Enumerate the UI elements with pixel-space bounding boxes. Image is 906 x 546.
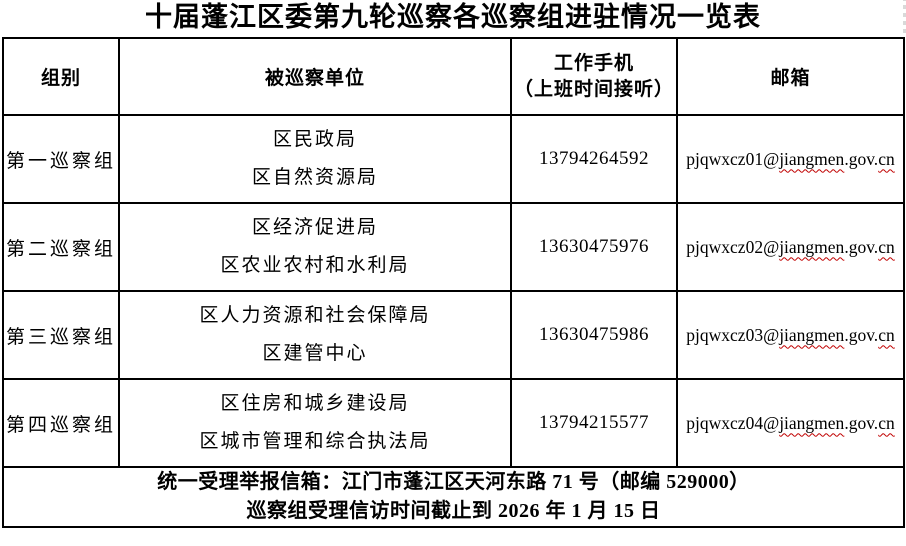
email-tld: cn xyxy=(878,412,895,433)
unit-name: 区住房和城乡建设局 xyxy=(220,393,410,414)
unit-gap xyxy=(121,414,509,432)
email-prefix: pjqwxcz04@ xyxy=(686,412,780,433)
group-name: 第一巡察组 xyxy=(2,114,120,204)
inspected-units: 区民政局 区自然资源局 xyxy=(118,114,512,204)
unit-name: 区经济促进局 xyxy=(251,217,378,238)
inspection-groups-table: 组别 被巡察单位 工作手机 （上班时间接听） 邮箱 第一巡察组 区民政局 区自然… xyxy=(2,37,905,528)
table-footer-row: 统一受理举报信箱：江门市蓬江区天河东路 71 号（邮编 529000） 巡察组受… xyxy=(2,466,905,528)
email-address: pjqwxcz03@jiangmen.gov.cn xyxy=(676,290,905,380)
col-header-group: 组别 xyxy=(2,37,120,116)
unit-name: 区农业农村和水利局 xyxy=(220,255,410,276)
unit-name: 区自然资源局 xyxy=(251,167,378,188)
email-address: pjqwxcz04@jiangmen.gov.cn xyxy=(676,378,905,468)
email-mid: .gov. xyxy=(844,324,879,345)
inspected-units: 区经济促进局 区农业农村和水利局 xyxy=(118,202,512,292)
table-row-group4: 第四巡察组 区住房和城乡建设局 区城市管理和综合执法局 13794215577 … xyxy=(2,378,905,468)
email-mid: .gov. xyxy=(844,412,879,433)
email-tld: cn xyxy=(878,324,895,345)
inspected-units: 区住房和城乡建设局 区城市管理和综合执法局 xyxy=(118,378,512,468)
footer-notice: 统一受理举报信箱：江门市蓬江区天河东路 71 号（邮编 529000） 巡察组受… xyxy=(2,466,905,528)
page-title: 十届蓬江区委第九轮巡察各巡察组进驻情况一览表 xyxy=(145,2,761,32)
email-domain: jiangmen xyxy=(779,236,845,257)
group-name: 第四巡察组 xyxy=(2,378,120,468)
unit-gap xyxy=(121,150,509,168)
email-prefix: pjqwxcz01@ xyxy=(686,148,780,169)
unit-name: 区人力资源和社会保障局 xyxy=(199,305,431,326)
table-row-group1: 第一巡察组 区民政局 区自然资源局 13794264592 pjqwxcz01@… xyxy=(2,114,905,204)
email-mid: .gov. xyxy=(844,236,879,257)
phone-number: 13630475986 xyxy=(510,290,678,380)
unit-gap xyxy=(121,238,509,256)
email-domain: jiangmen xyxy=(779,148,845,169)
email-prefix: pjqwxcz02@ xyxy=(686,236,780,257)
phone-number: 13794215577 xyxy=(510,378,678,468)
scan-edge-artifact xyxy=(903,0,906,37)
col-header-email: 邮箱 xyxy=(676,37,905,116)
col-header-phone-line2: （上班时间接听） xyxy=(513,78,674,100)
email-domain: jiangmen xyxy=(779,324,845,345)
email-tld: cn xyxy=(878,148,895,169)
footer-mailbox-address: 统一受理举报信箱：江门市蓬江区天河东路 71 号（邮编 529000） xyxy=(157,471,750,493)
col-header-phone: 工作手机 （上班时间接听） xyxy=(510,37,678,116)
unit-name: 区城市管理和综合执法局 xyxy=(199,431,431,452)
inspected-units: 区人力资源和社会保障局 区建管中心 xyxy=(118,290,512,380)
unit-gap xyxy=(121,326,509,344)
email-mid: .gov. xyxy=(844,148,879,169)
unit-name: 区民政局 xyxy=(272,129,357,150)
unit-name: 区建管中心 xyxy=(262,343,368,364)
group-name: 第二巡察组 xyxy=(2,202,120,292)
phone-number: 13630475976 xyxy=(510,202,678,292)
email-prefix: pjqwxcz03@ xyxy=(686,324,780,345)
email-tld: cn xyxy=(878,236,895,257)
table-row-group3: 第三巡察组 区人力资源和社会保障局 区建管中心 13630475986 pjqw… xyxy=(2,290,905,380)
phone-number: 13794264592 xyxy=(510,114,678,204)
group-name: 第三巡察组 xyxy=(2,290,120,380)
table-row-group2: 第二巡察组 区经济促进局 区农业农村和水利局 13630475976 pjqwx… xyxy=(2,202,905,292)
email-domain: jiangmen xyxy=(779,412,845,433)
email-address: pjqwxcz02@jiangmen.gov.cn xyxy=(676,202,905,292)
email-address: pjqwxcz01@jiangmen.gov.cn xyxy=(676,114,905,204)
col-header-phone-line1: 工作手机 xyxy=(553,52,634,74)
footer-deadline: 巡察组受理信访时间截止到 2026 年 1 月 15 日 xyxy=(246,500,661,522)
table-header-row: 组别 被巡察单位 工作手机 （上班时间接听） 邮箱 xyxy=(2,37,905,116)
col-header-units: 被巡察单位 xyxy=(118,37,512,116)
